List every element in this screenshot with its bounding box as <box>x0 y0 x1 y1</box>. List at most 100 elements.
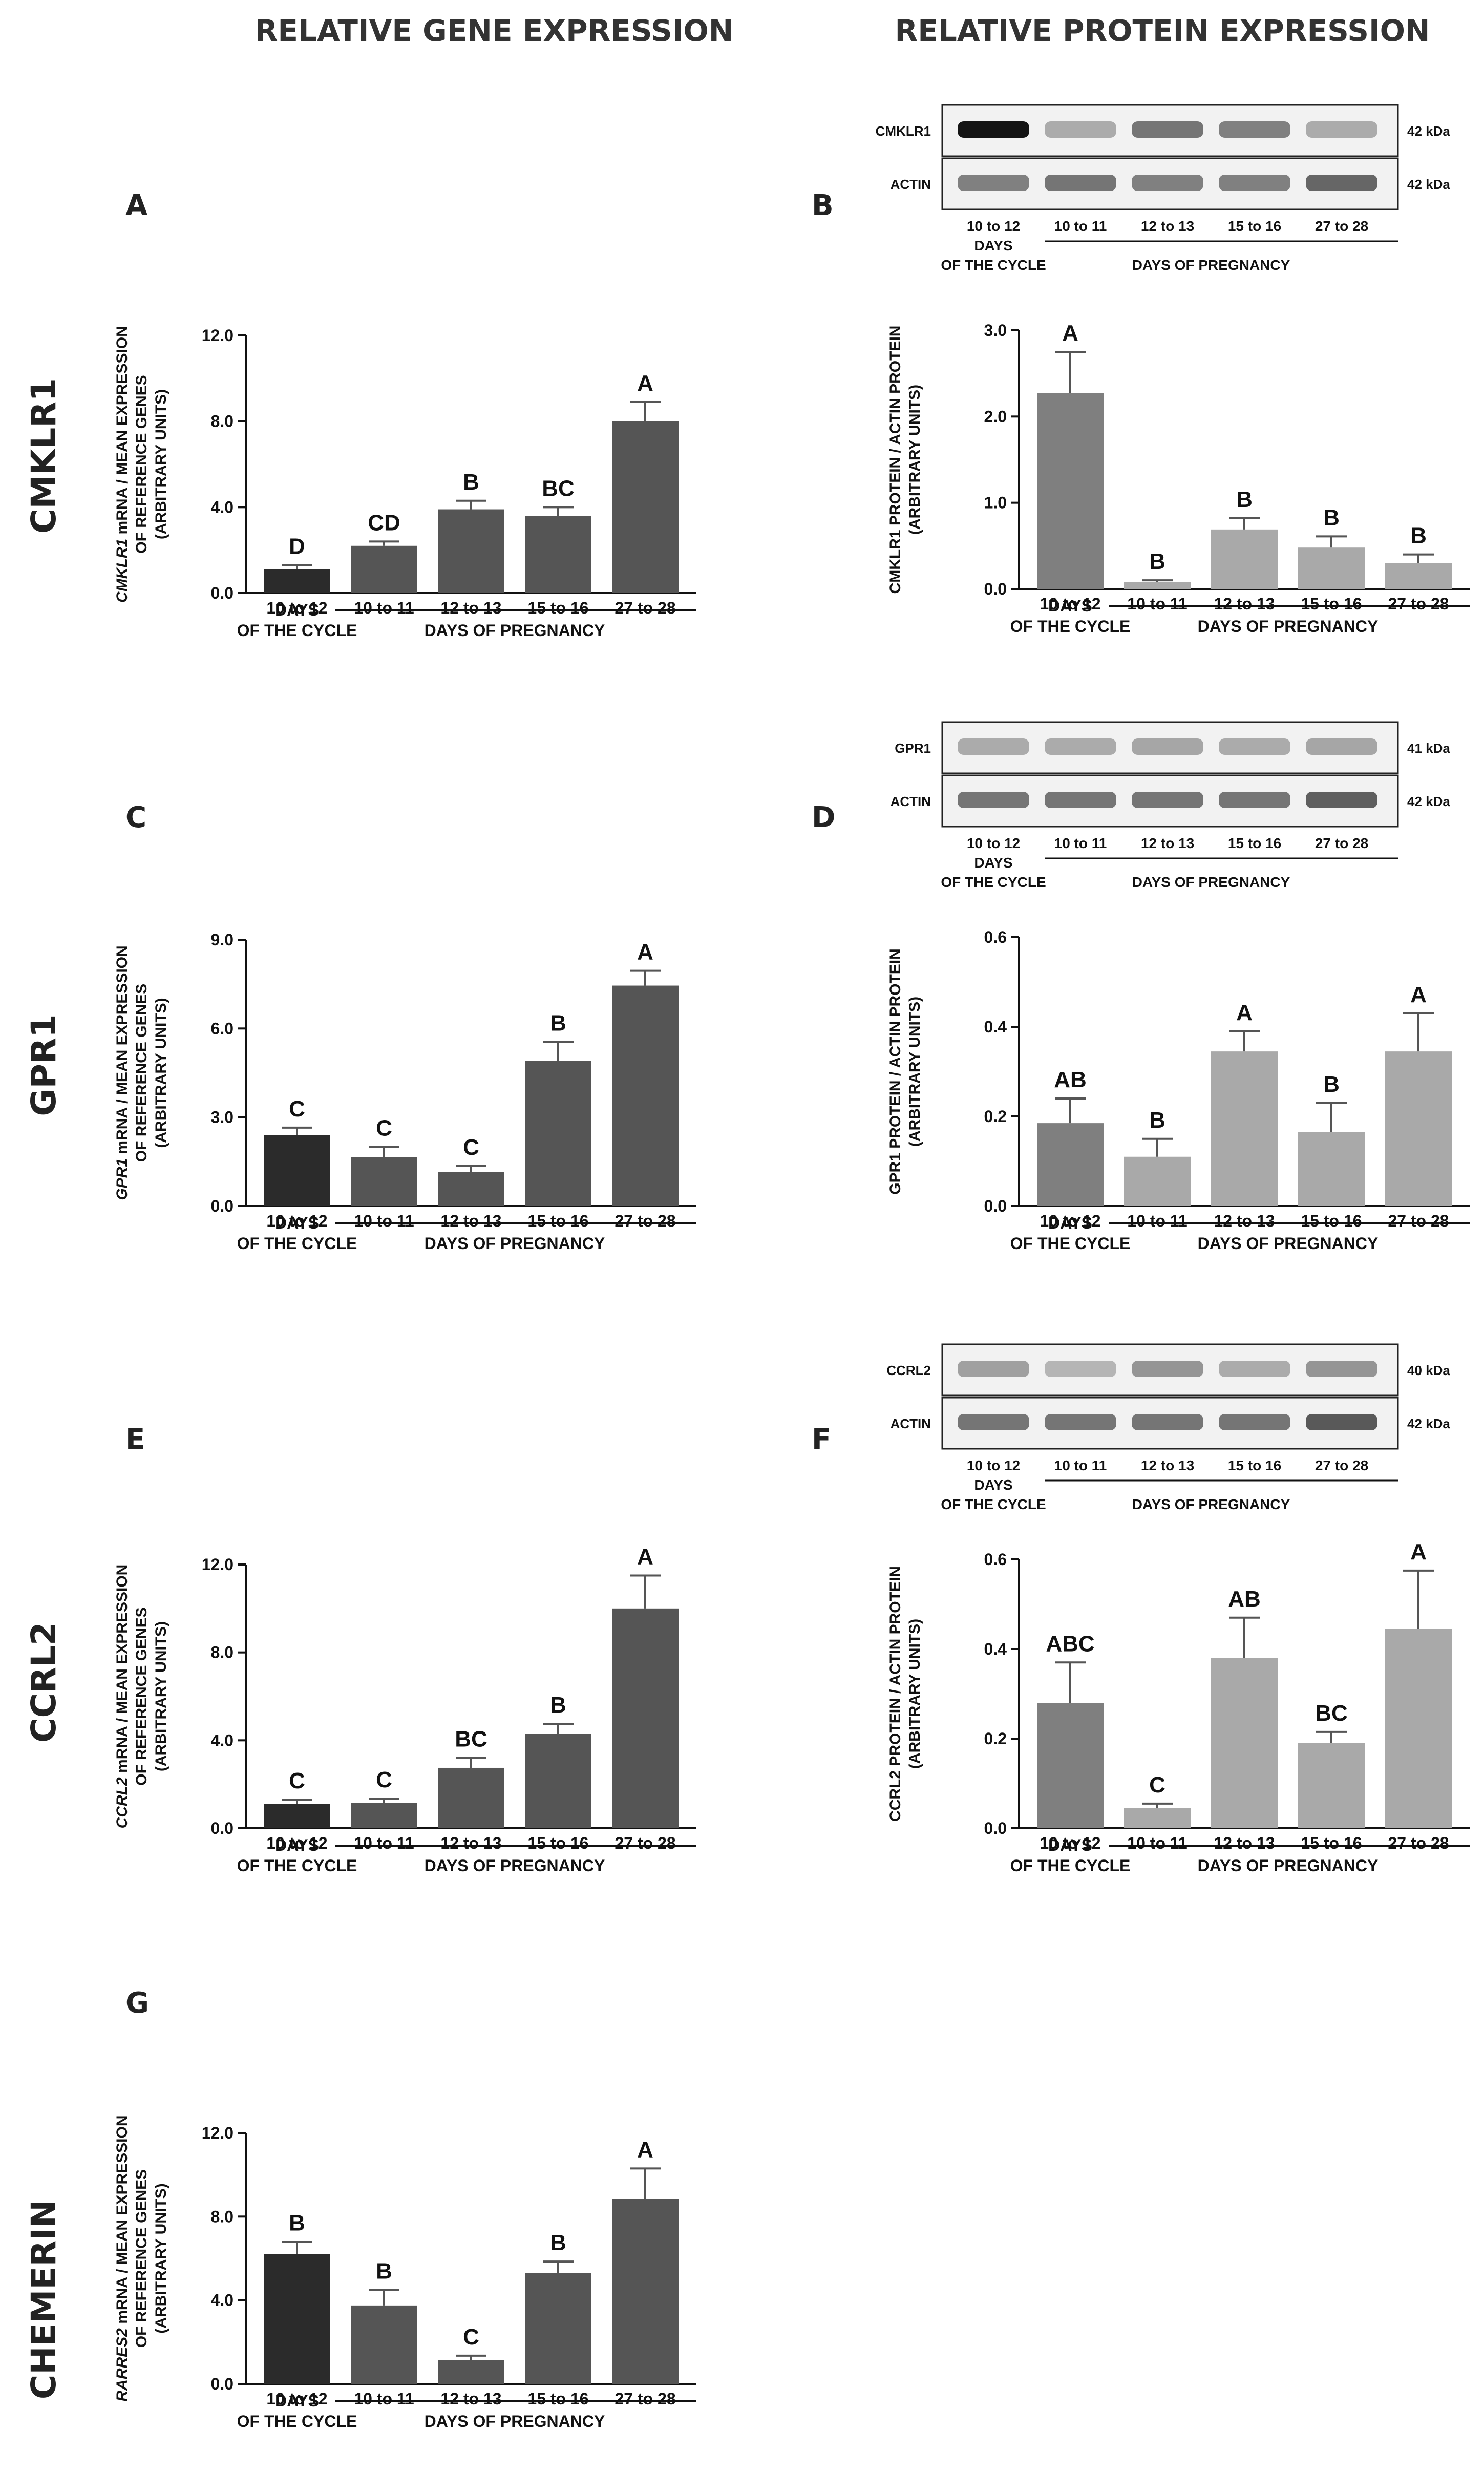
y-axis-label-gene: CCRL2 <box>114 1777 131 1828</box>
blot-band <box>1045 121 1116 138</box>
x-tick-label: 12 to 13 <box>440 599 501 617</box>
x-group-cycle-days: DAYS <box>275 1214 319 1232</box>
bar <box>264 1804 330 1828</box>
blot-row-label-actin: ACTIN <box>891 1416 931 1431</box>
significance-label: B <box>1236 487 1253 512</box>
y-axis-label-gene: CMKLR1 <box>114 539 131 603</box>
y-tick-label: 0.0 <box>211 2375 234 2393</box>
x-group-cycle-days: DAYS <box>1048 1214 1092 1232</box>
x-tick-label: 15 to 16 <box>1301 1212 1362 1230</box>
blot-band <box>1219 1361 1290 1377</box>
bar <box>1385 563 1452 589</box>
y-axis-label-text: mRNA / MEAN EXPRESSION <box>114 945 131 1158</box>
bar <box>1385 1051 1452 1206</box>
blot-lane-label: 27 to 28 <box>1315 218 1368 234</box>
significance-label: C <box>376 1767 392 1792</box>
bar <box>264 569 330 593</box>
blot-band <box>1306 1361 1377 1377</box>
panel-letter: G <box>125 1986 149 2020</box>
x-tick-label: 12 to 13 <box>440 1834 501 1852</box>
blot-band <box>1306 792 1377 808</box>
y-tick-label: 0.0 <box>211 1197 234 1215</box>
blot-band <box>1306 121 1377 138</box>
panel-letter: E <box>125 1423 145 1456</box>
significance-label: A <box>637 940 653 965</box>
y-tick-label: 8.0 <box>211 1643 234 1662</box>
blot-band <box>958 121 1029 138</box>
significance-label: B <box>1149 549 1165 574</box>
x-tick-label: 27 to 28 <box>1388 1834 1449 1852</box>
bar <box>351 1157 417 1206</box>
blot-band <box>958 792 1029 808</box>
x-group-cycle-label: OF THE CYCLE <box>1010 1856 1131 1875</box>
blot-lane-label: 10 to 12 <box>967 1457 1020 1473</box>
y-axis-label-line2: OF REFERENCE GENES <box>133 2169 150 2348</box>
blot-lane-label: 10 to 12 <box>967 218 1020 234</box>
x-tick-label: 10 to 12 <box>1040 1212 1100 1230</box>
x-group-cycle-days: DAYS <box>1048 597 1092 615</box>
y-axis-label-line1: CCRL2 PROTEIN / ACTIN PROTEIN <box>887 1566 904 1822</box>
y-axis-label-line1: RARRES2 mRNA / MEAN EXPRESSION <box>114 2116 131 2402</box>
blot-pregnancy-label: DAYS OF PREGNANCY <box>1132 874 1290 890</box>
blot-band <box>958 175 1029 191</box>
y-axis-label: CCRL2 PROTEIN / ACTIN PROTEIN (ARBITRARY … <box>887 1566 923 1822</box>
y-axis-label: CMKLR1 PROTEIN / ACTIN PROTEIN (ARBITRARY… <box>887 326 923 594</box>
y-axis-label-line2: OF REFERENCE GENES <box>133 375 150 553</box>
x-tick-label: 10 to 11 <box>354 1212 414 1230</box>
bar <box>438 509 504 593</box>
blot-lane-label: 12 to 13 <box>1141 835 1194 851</box>
blot-band <box>1132 792 1203 808</box>
bar <box>1298 547 1365 589</box>
bar <box>525 1734 591 1828</box>
y-tick-label: 1.0 <box>984 494 1007 512</box>
y-axis-label-line2: (ARBITRARY UNITS) <box>906 1619 923 1769</box>
x-tick-label: 12 to 13 <box>440 2390 501 2408</box>
x-group-pregnancy-label: DAYS OF PREGNANCY <box>425 2412 605 2430</box>
y-tick-label: 0.0 <box>984 1819 1007 1837</box>
blot-row-label-target: CCRL2 <box>886 1363 931 1378</box>
x-tick-label: 10 to 11 <box>354 2390 414 2408</box>
panel-letter: C <box>125 801 146 834</box>
significance-label: C <box>1149 1772 1165 1798</box>
blot-band <box>1306 175 1377 191</box>
y-tick-label: 0.0 <box>984 1197 1007 1215</box>
y-tick-label: 8.0 <box>211 412 234 431</box>
x-tick-label: 10 to 12 <box>1040 595 1100 613</box>
significance-label: A <box>1410 1539 1427 1565</box>
x-tick-label: 12 to 13 <box>1214 1834 1275 1852</box>
significance-label: B <box>1323 505 1340 530</box>
y-axis-label-line3: (ARBITRARY UNITS) <box>153 389 169 539</box>
x-tick-label: 10 to 11 <box>354 599 414 617</box>
panel-letter: B <box>812 189 834 222</box>
x-tick-label: 27 to 28 <box>614 1212 675 1230</box>
western-blot: GPR1 41 kDa ACTIN 42 kDa 10 to 12 10 to 11 12 … <box>891 721 1450 890</box>
bar <box>612 421 679 593</box>
y-axis-label-line2: OF REFERENCE GENES <box>133 984 150 1162</box>
significance-label: ABC <box>1046 1631 1094 1656</box>
y-tick-label: 2.0 <box>984 407 1007 426</box>
panel-g: G 0.0 4.0 8.0 12.0 RARRES2 mRNA / MEAN EXPRES… <box>114 1986 696 2430</box>
blot-band <box>1045 738 1116 755</box>
y-axis-label-line2: (ARBITRARY UNITS) <box>906 385 923 535</box>
blot-kda-actin: 42 kDa <box>1407 794 1450 809</box>
y-axis-label: GPR1 mRNA / MEAN EXPRESSION OF REFERENCE … <box>114 945 169 1200</box>
row-header-chemerin: CHEMERIN <box>24 2200 63 2399</box>
panel-b: B 0.0 1.0 2.0 3.0 CMKLR1 PROTEIN / ACTIN PROT… <box>812 104 1470 636</box>
blot-lane-label: 10 to 11 <box>1054 218 1107 234</box>
y-axis-label-line1: GPR1 PROTEIN / ACTIN PROTEIN <box>887 948 904 1195</box>
row-header-cmklr1: CMKLR1 <box>24 378 63 534</box>
blot-band <box>1132 738 1203 755</box>
column-header-protein: RELATIVE PROTEIN EXPRESSION <box>895 13 1430 48</box>
blot-band <box>1132 121 1203 138</box>
x-group-pregnancy-label: DAYS OF PREGNANCY <box>1198 1234 1379 1253</box>
blot-band <box>1219 1414 1290 1430</box>
panel-letter: F <box>812 1423 831 1456</box>
blot-band <box>1045 1361 1116 1377</box>
significance-label: A <box>637 371 653 396</box>
bar <box>1211 1658 1278 1828</box>
significance-label: B <box>1410 523 1427 548</box>
blot-row-label-target: GPR1 <box>895 741 931 756</box>
significance-label: AB <box>1054 1067 1087 1092</box>
blot-band <box>958 738 1029 755</box>
blot-row-label-target: CMKLR1 <box>876 123 931 139</box>
